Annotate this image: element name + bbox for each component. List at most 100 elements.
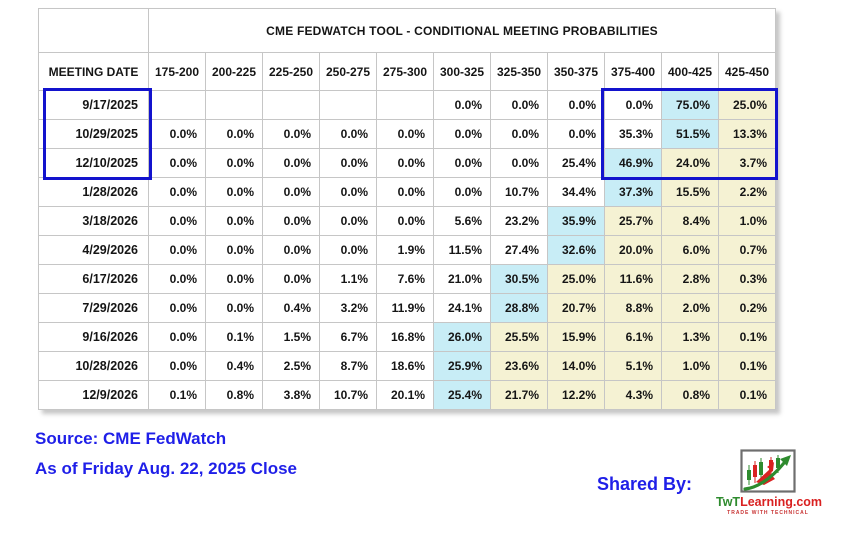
probability-cell: 34.4%	[547, 177, 605, 207]
meeting-date-cell: 7/29/2026	[38, 293, 149, 323]
logo-wordmark: TwTLearning.com	[716, 495, 823, 509]
probability-cell: 4.3%	[604, 380, 662, 410]
column-header-row: MEETING DATE 175-200 200-225 225-250 250-27…	[38, 52, 776, 91]
probability-cell: 11.5%	[433, 235, 491, 265]
meeting-date-cell: 10/29/2025	[38, 119, 149, 149]
rate-range-header: 250-275	[319, 52, 377, 91]
probability-cell: 23.2%	[490, 206, 548, 236]
table-title: CME FEDWATCH TOOL - CONDITIONAL MEETING …	[148, 8, 776, 53]
probability-cell: 0.0%	[319, 206, 377, 236]
probability-cell: 37.3%	[604, 177, 662, 207]
probability-cell: 8.8%	[604, 293, 662, 323]
rate-range-header: 350-375	[547, 52, 605, 91]
logo-tagline: TRADE WITH TECHNICAL	[727, 510, 809, 516]
probability-cell: 2.5%	[262, 351, 320, 381]
probability-cell: 1.3%	[661, 322, 719, 352]
probability-cell: 46.9%	[604, 148, 662, 178]
probability-cell: 0.0%	[490, 90, 548, 120]
probability-cell: 10.7%	[490, 177, 548, 207]
probability-cell: 0.0%	[148, 235, 206, 265]
table-row: 12/9/2026 0.1% 0.8% 3.8% 10.7% 20.1% 25.4% 21.7…	[38, 380, 776, 410]
probability-cell: 5.6%	[433, 206, 491, 236]
probability-cell: 0.0%	[148, 119, 206, 149]
probability-cell: 0.1%	[148, 380, 206, 410]
probability-cell: 0.0%	[319, 119, 377, 149]
probability-cell: 75.0%	[661, 90, 719, 120]
probability-cell: 0.0%	[376, 119, 434, 149]
probability-cell: 1.0%	[661, 351, 719, 381]
probability-cell: 10.7%	[319, 380, 377, 410]
probability-cell: 27.4%	[490, 235, 548, 265]
probability-cell: 5.1%	[604, 351, 662, 381]
corner-cell	[38, 8, 149, 53]
probability-cell: 0.0%	[490, 119, 548, 149]
probability-cell: 20.1%	[376, 380, 434, 410]
table-row: 10/29/2025 0.0% 0.0% 0.0% 0.0% 0.0% 0.0% 0.0% 0.…	[38, 119, 776, 149]
meeting-date-cell: 6/17/2026	[38, 264, 149, 294]
probability-cell: 0.0%	[148, 351, 206, 381]
probability-cell: 23.6%	[490, 351, 548, 381]
table-row: 9/17/2025 0.0% 0.0% 0.0% 0.0% 75.0% 25.0%	[38, 90, 776, 120]
probability-cell	[148, 90, 206, 120]
probability-cell: 0.0%	[205, 235, 263, 265]
probability-cell: 0.0%	[433, 90, 491, 120]
meeting-date-cell: 9/17/2025	[38, 90, 149, 120]
probability-cell: 24.1%	[433, 293, 491, 323]
meeting-date-cell: 12/10/2025	[38, 148, 149, 178]
table-row: 4/29/2026 0.0% 0.0% 0.0% 0.0% 1.9% 11.5% 27.4% 3…	[38, 235, 776, 265]
probability-cell: 0.0%	[319, 148, 377, 178]
probability-cell: 0.0%	[148, 293, 206, 323]
probability-cell: 0.1%	[205, 322, 263, 352]
meeting-date-cell: 9/16/2026	[38, 322, 149, 352]
as-of-date-text: As of Friday Aug. 22, 2025 Close	[35, 459, 298, 478]
probability-cell: 3.2%	[319, 293, 377, 323]
probability-cell: 0.0%	[262, 235, 320, 265]
meeting-date-cell: 12/9/2026	[38, 380, 149, 410]
probability-cell: 0.1%	[718, 380, 776, 410]
candlestick-chart-icon	[716, 449, 820, 495]
probability-cell: 2.0%	[661, 293, 719, 323]
probability-cell: 0.0%	[376, 177, 434, 207]
probability-cell: 0.0%	[148, 322, 206, 352]
probability-cell: 0.0%	[262, 177, 320, 207]
probability-cell: 0.1%	[718, 351, 776, 381]
probability-cell: 3.7%	[718, 148, 776, 178]
probability-cell: 0.0%	[490, 148, 548, 178]
probability-cell: 0.0%	[262, 264, 320, 294]
meeting-date-cell: 4/29/2026	[38, 235, 149, 265]
probability-cell: 7.6%	[376, 264, 434, 294]
probability-cell: 8.4%	[661, 206, 719, 236]
probability-cell: 13.3%	[718, 119, 776, 149]
probability-cell: 0.0%	[262, 206, 320, 236]
probability-cell: 0.7%	[718, 235, 776, 265]
rate-range-header: 175-200	[148, 52, 206, 91]
probability-cell: 0.0%	[148, 264, 206, 294]
probability-cell: 0.4%	[205, 351, 263, 381]
probability-cell: 0.8%	[205, 380, 263, 410]
probability-cell: 25.0%	[547, 264, 605, 294]
probability-cell: 15.9%	[547, 322, 605, 352]
probability-cell: 14.0%	[547, 351, 605, 381]
probability-cell: 0.3%	[718, 264, 776, 294]
table-row: 9/16/2026 0.0% 0.1% 1.5% 6.7% 16.8% 26.0% 25.5%…	[38, 322, 776, 352]
probability-cell: 0.4%	[262, 293, 320, 323]
probability-cell: 12.2%	[547, 380, 605, 410]
probability-cell: 25.4%	[547, 148, 605, 178]
rate-range-header: 200-225	[205, 52, 263, 91]
probability-cell: 2.2%	[718, 177, 776, 207]
rate-range-header: 425-450	[718, 52, 776, 91]
table-title-row: CME FEDWATCH TOOL - CONDITIONAL MEETING …	[38, 8, 776, 53]
logo-wordmark-learning: Learning.com	[740, 495, 823, 509]
probability-cell: 25.0%	[718, 90, 776, 120]
rate-range-header: 375-400	[604, 52, 662, 91]
probability-cell	[319, 90, 377, 120]
probability-cell: 25.9%	[433, 351, 491, 381]
probability-cell: 35.3%	[604, 119, 662, 149]
probability-cell: 0.0%	[319, 235, 377, 265]
shared-by-label: Shared By:	[597, 474, 693, 494]
probability-cell	[262, 90, 320, 120]
probability-cell: 0.0%	[547, 90, 605, 120]
probability-cell: 20.0%	[604, 235, 662, 265]
table-row: 10/28/2026 0.0% 0.4% 2.5% 8.7% 18.6% 25.9% 23.6…	[38, 351, 776, 381]
source-text: Source: CME FedWatch	[35, 429, 227, 448]
